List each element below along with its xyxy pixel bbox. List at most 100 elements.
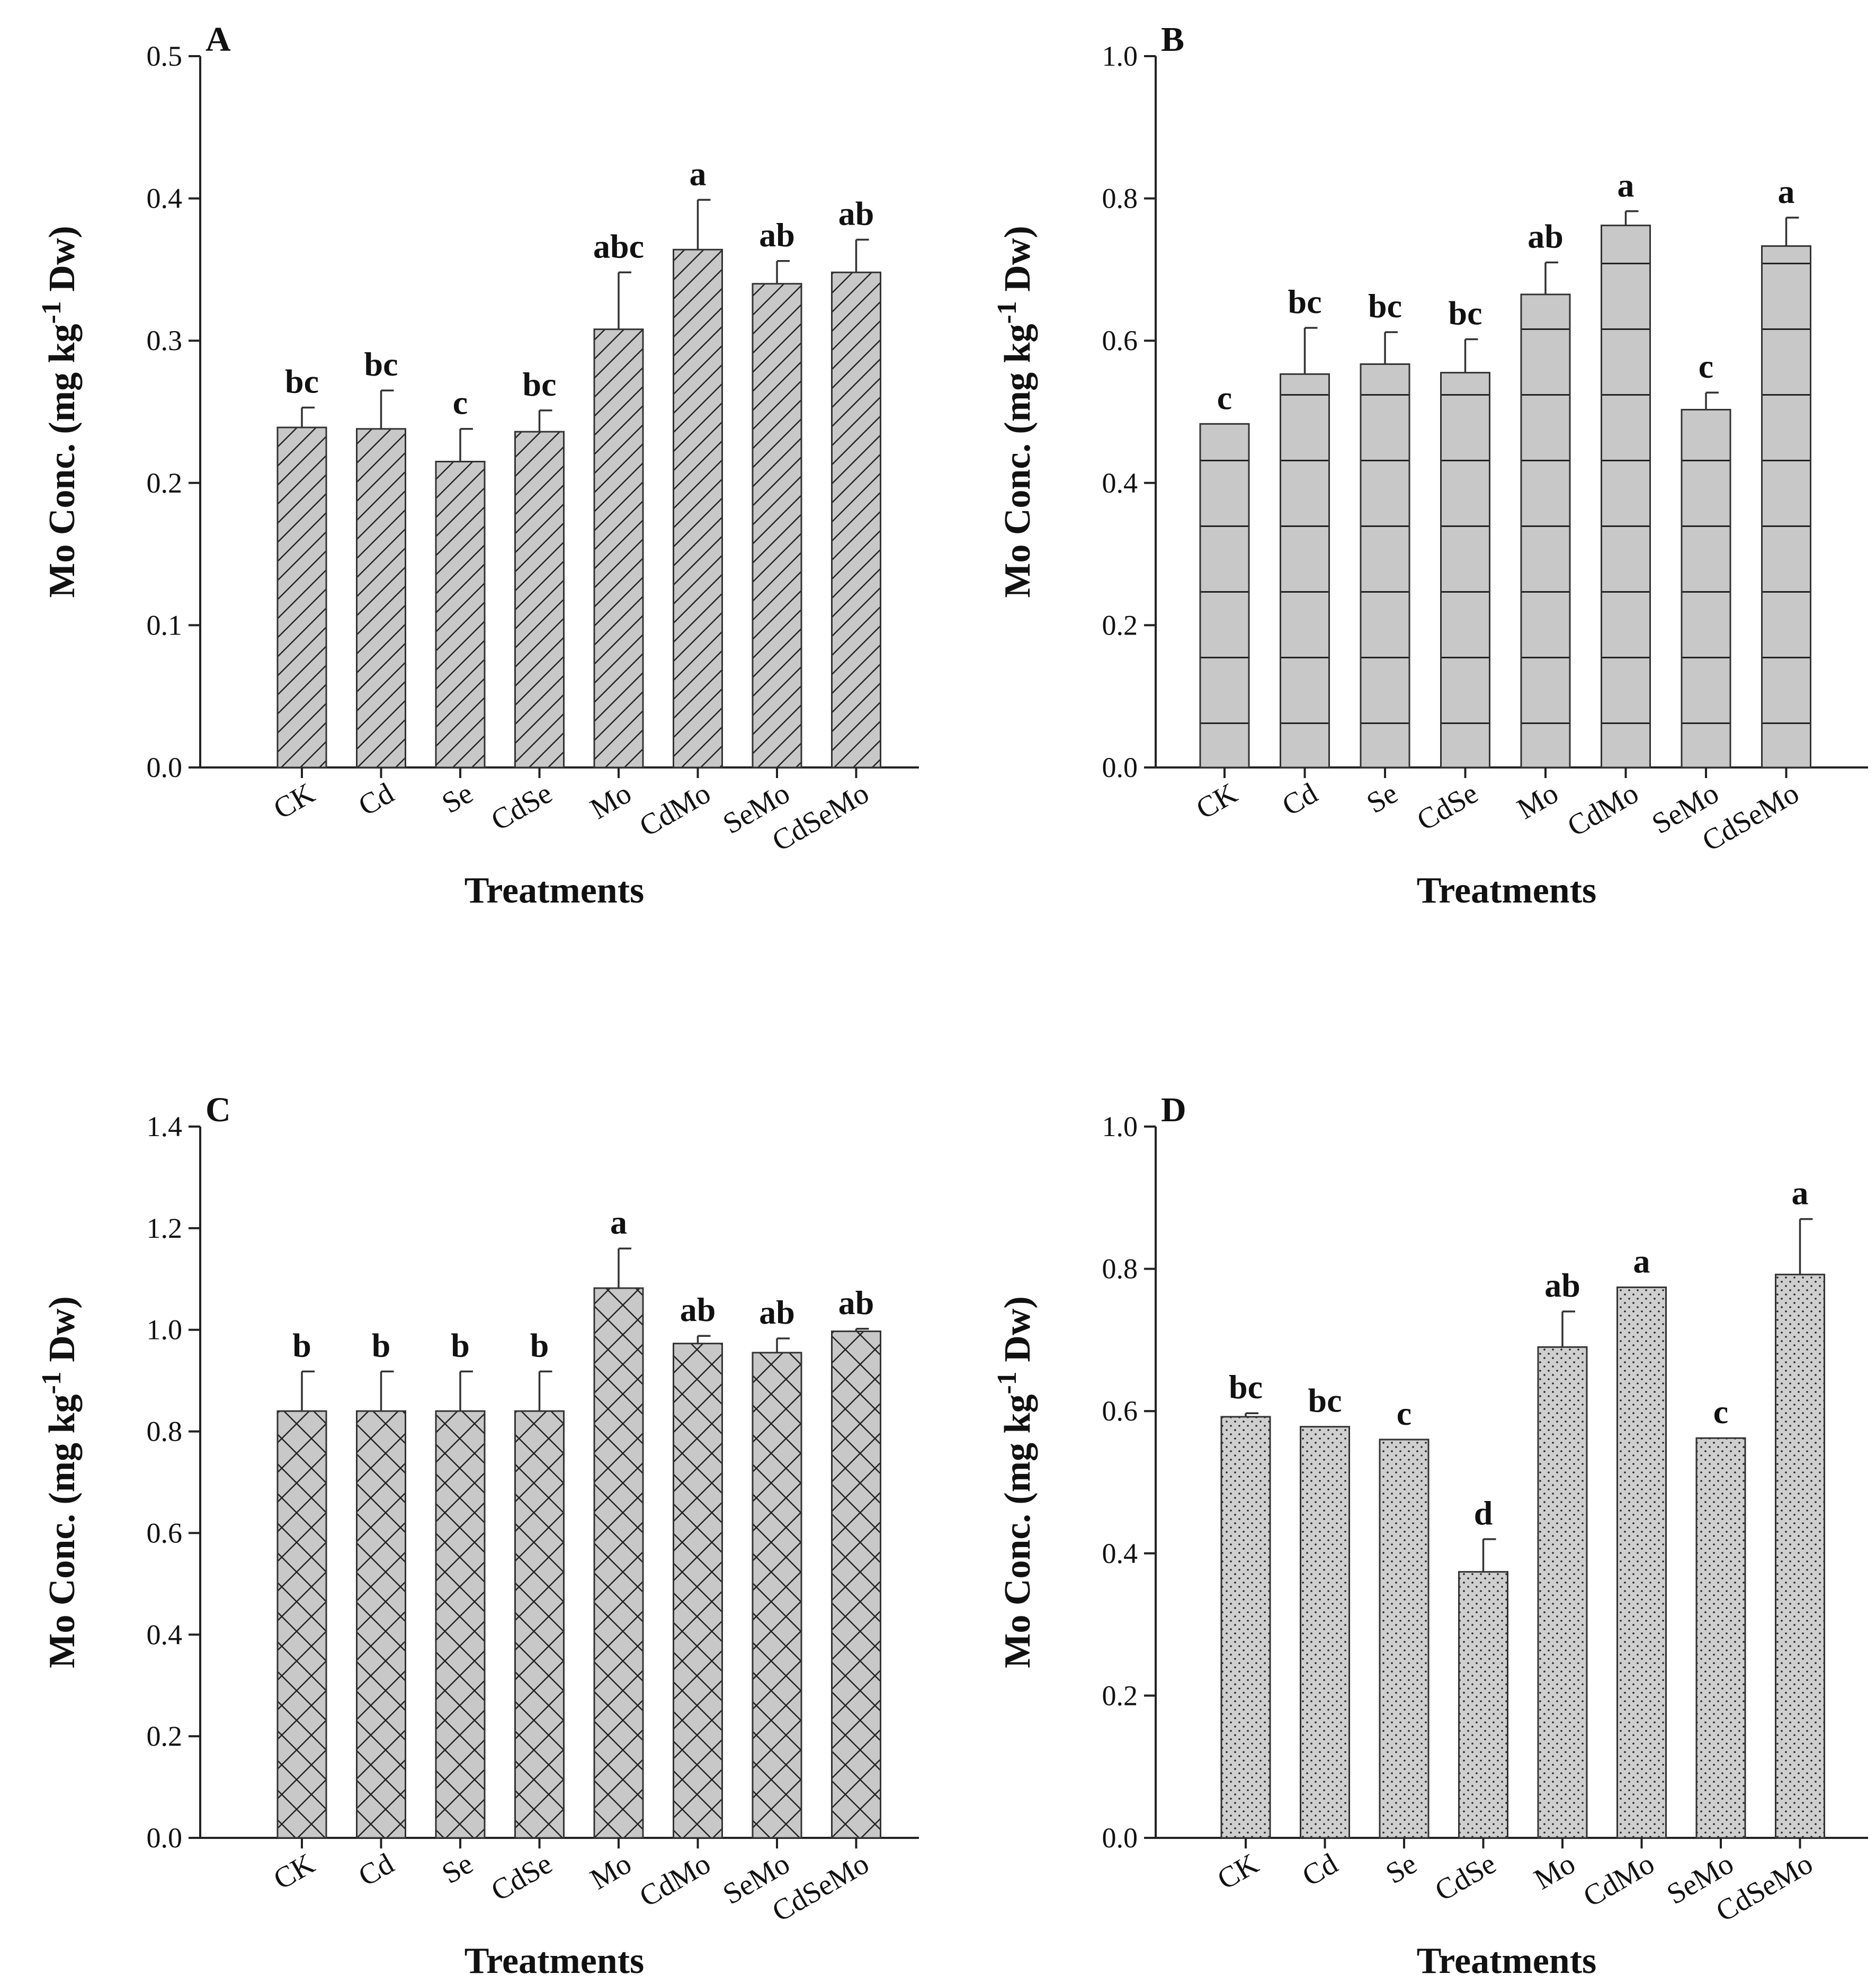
panel-d-sig-letter: ab (1544, 1266, 1580, 1304)
panel-a-category-label: CdMo (634, 777, 716, 843)
panel-b-bar-ck (1199, 423, 1250, 769)
panel-b-y-tick-label: 0.6 (1102, 325, 1138, 356)
panel-a-y-tick-label: 0.1 (147, 609, 183, 641)
panel-b-x-axis-title: Treatments (1417, 870, 1597, 911)
panel-d-bar-cdsemo (1775, 1273, 1825, 1839)
panel-b-y-tick-label: 0.0 (1102, 752, 1138, 783)
panel-c-y-tick-label: 0.8 (147, 1416, 183, 1448)
panel-c-y-tick-label: 1.2 (147, 1212, 183, 1244)
panel-a-bar-cdmo (673, 248, 723, 769)
panel-a-y-tick-label: 0.4 (147, 183, 183, 215)
panel-a-sig-letter: c (453, 384, 468, 422)
panel-d-x-axis-title: Treatments (1417, 1941, 1597, 1981)
panel-c-sig-letter: b (530, 1326, 549, 1364)
panel-c-category-label: Mo (585, 1847, 637, 1897)
panel-b-sig-letter: ab (1527, 217, 1564, 255)
panel-c-sig-letter: ab (680, 1291, 716, 1328)
panel-a-sig-letter: abc (593, 227, 644, 265)
panel-b-sig-letter: a (1778, 173, 1795, 210)
panel-d-bar-semo (1695, 1437, 1746, 1839)
panel-c-sig-letter: b (372, 1326, 391, 1364)
panel-d-y-tick-label: 1.0 (1102, 1111, 1138, 1142)
panel-a-category-label: Se (436, 777, 478, 820)
panel-b-category-label: CdSe (1412, 777, 1484, 837)
panel-d-bar-cd (1300, 1426, 1350, 1839)
panel-c-y-axis-title: Mo Conc. (mg kg-1 Dw) (37, 1296, 83, 1668)
panel-b-y-tick-label: 0.2 (1102, 609, 1138, 641)
panel-b-bar-se (1360, 363, 1410, 769)
panel-d-y-tick-label: 0.2 (1102, 1680, 1138, 1711)
panel-a-bar-ck (276, 426, 327, 769)
panel-c-y-tick-label: 0.2 (147, 1720, 183, 1752)
panel-a-bar-semo (752, 283, 802, 769)
panel-c-sig-letter: ab (759, 1293, 795, 1331)
panel-c-y-tick-label: 1.0 (147, 1314, 183, 1346)
panel-c-bar-cdse (514, 1410, 565, 1839)
panel-c-x-axis-title: Treatments (464, 1941, 645, 1981)
panel-c-category-label: Cd (353, 1847, 399, 1893)
panel-b-bar-semo (1681, 408, 1731, 769)
panel-a-category-label: CdSe (486, 777, 558, 837)
panel-a-y-tick-label: 0.3 (147, 325, 183, 356)
panel-c-sig-letter: a (610, 1203, 627, 1241)
panel-d-letter: D (1161, 1091, 1186, 1129)
panel-d-sig-letter: a (1633, 1243, 1650, 1280)
panel-b-category-label: CK (1191, 777, 1243, 826)
panel-a-sig-letter: bc (364, 345, 398, 383)
panel-a-sig-letter: ab (759, 216, 795, 254)
panel-b-y-tick-label: 0.8 (1102, 183, 1138, 215)
panel-c-y-tick-label: 0.6 (147, 1517, 183, 1549)
panel-d-category-label: CdMo (1578, 1847, 1660, 1914)
panel-b-sig-letter: bc (1288, 283, 1322, 320)
panel-a-x-axis-title: Treatments (464, 870, 645, 911)
panel-b-bar-cd (1280, 373, 1330, 769)
panel-d-bar-mo (1537, 1346, 1588, 1839)
panel-a-letter: A (206, 20, 231, 59)
panel-a-bar-cd (356, 428, 406, 769)
panel-b-category-label: CdMo (1562, 777, 1644, 843)
panel-d-y-tick-label: 0.0 (1102, 1822, 1138, 1854)
panel-d-sig-letter: a (1792, 1174, 1809, 1212)
panel-a-bar-cdse (514, 431, 565, 769)
panel-b-bar-cdmo (1601, 225, 1651, 769)
panel-b-category-label: Mo (1512, 777, 1564, 826)
panel-c-bar-cd (356, 1410, 406, 1839)
panel-b-sig-letter: c (1217, 379, 1232, 416)
panel-a-sig-letter: ab (838, 194, 874, 232)
panel-b-bar-cdse (1440, 372, 1490, 769)
panel-a-y-tick-label: 0.2 (147, 467, 183, 499)
panel-d-category-label: CK (1212, 1847, 1264, 1897)
panel-a-bar-mo (593, 328, 644, 769)
panel-c-sig-letter: b (451, 1326, 470, 1364)
panel-a-y-axis-title: Mo Conc. (mg kg-1 Dw) (37, 226, 83, 597)
panel-c-category-label: CK (268, 1847, 320, 1897)
panel-b-y-tick-label: 1.0 (1102, 40, 1138, 72)
panel-b-y-tick-label: 0.4 (1102, 467, 1138, 499)
panel-a-bar-se (435, 461, 486, 769)
panel-d-category-label: Cd (1297, 1847, 1343, 1893)
panel-d-sig-letter: c (1397, 1395, 1412, 1432)
panel-a-sig-letter: bc (523, 365, 557, 403)
panel-d-category-label: Mo (1529, 1847, 1580, 1897)
panel-a-bar-cdsemo (831, 271, 881, 769)
panel-b-y-axis-title: Mo Conc. (mg kg-1 Dw) (992, 226, 1038, 597)
panel-a-category-label: Cd (353, 777, 399, 823)
panel-d-sig-letter: bc (1229, 1368, 1263, 1406)
panel-c-category-label: CdMo (634, 1847, 716, 1914)
panel-a-sig-letter: bc (285, 362, 319, 400)
panel-d-bar-cdse (1458, 1571, 1508, 1839)
panel-c-category-label: CdSe (486, 1847, 558, 1908)
panel-c-bar-mo (593, 1287, 644, 1839)
panel-c-bar-semo (752, 1352, 802, 1839)
panel-d-y-tick-label: 0.6 (1102, 1395, 1138, 1427)
panel-b: 0.0 0.2 0.4 0.6 0.8 1.0 B Mo Conc. (mg kg-1 Dw)… (992, 20, 1868, 911)
panel-b-letter: B (1161, 20, 1184, 59)
panel-a-sig-letter: a (690, 155, 707, 192)
panel-b-bar-mo (1520, 293, 1571, 769)
panel-d-category-label: Se (1380, 1847, 1422, 1891)
panel-a-y-tick-label: 0.5 (147, 40, 183, 72)
panel-b-sig-letter: c (1699, 347, 1713, 385)
panel-c-bar-cdmo (673, 1343, 723, 1839)
panel-c-bar-se (435, 1410, 486, 1839)
